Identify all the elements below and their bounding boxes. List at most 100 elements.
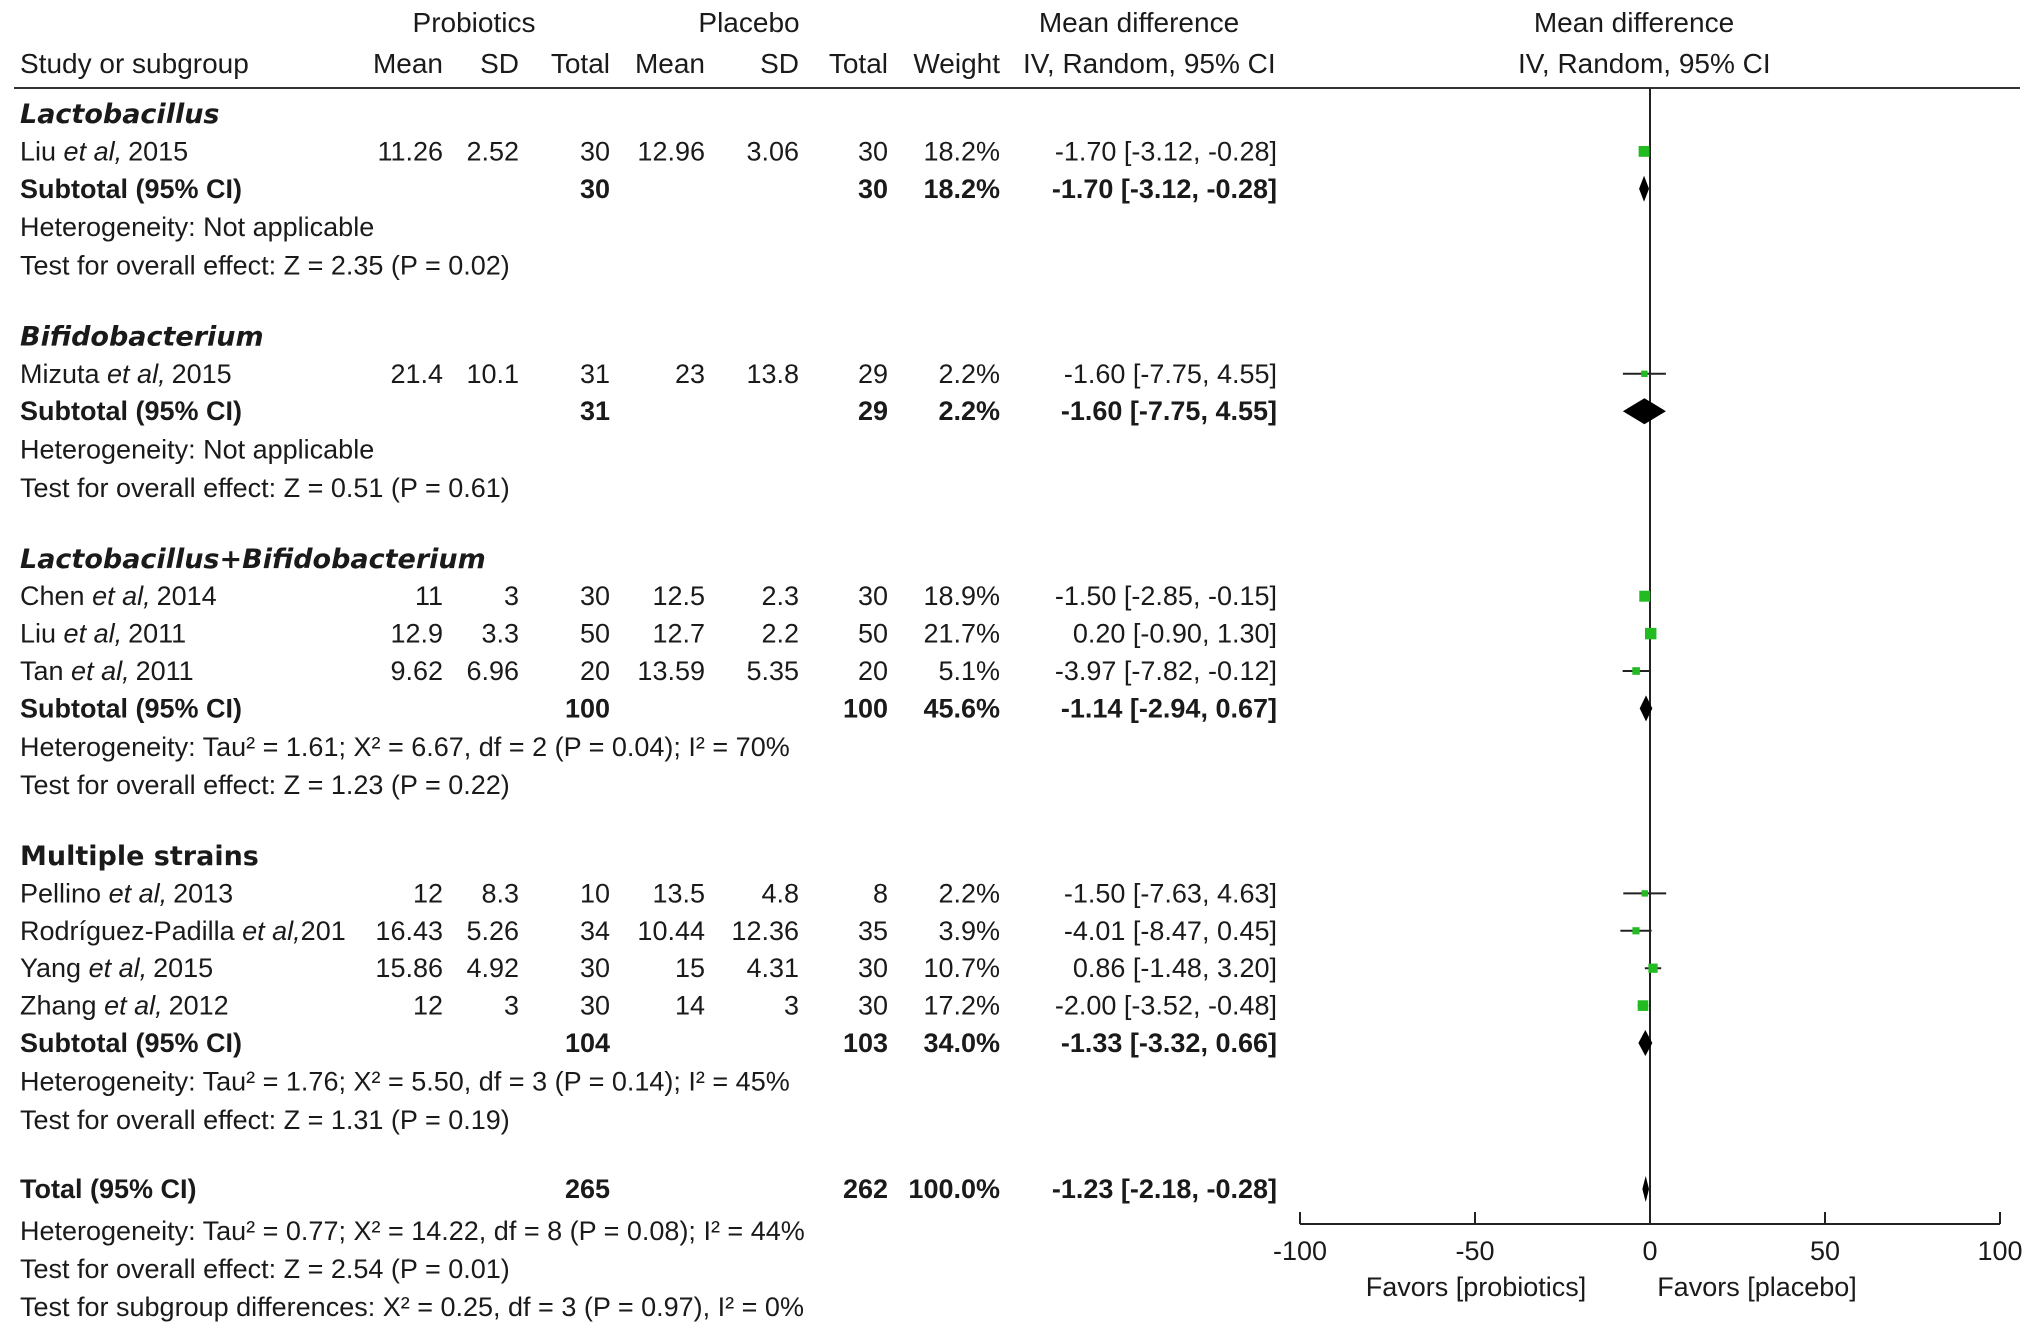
cell-total2: 29 [858, 359, 888, 389]
study-label: Mizuta et al, 2015 [20, 359, 232, 389]
study-label: Tan et al, 2011 [20, 656, 194, 686]
total-label: Total (95% CI) [20, 1174, 197, 1204]
cell-sd1: 8.3 [481, 878, 519, 908]
subgroup-differences: Test for subgroup differences: Χ² = 0.25… [20, 1292, 804, 1322]
header-mean1: Mean [373, 48, 443, 79]
cell-total2: 35 [858, 916, 888, 946]
cell-total1: 50 [580, 619, 610, 649]
total-weight: 100.0% [908, 1174, 1000, 1204]
favors-right-label: Favors [placebo] [1657, 1272, 1857, 1302]
study-etal: et al, [242, 916, 301, 946]
heterogeneity-text: Heterogeneity: Tau² = 1.61; Χ² = 6.67, d… [20, 732, 790, 762]
study-marker [1638, 145, 1650, 157]
subtotal-total1: 30 [580, 174, 610, 204]
cell-total1: 30 [580, 991, 610, 1021]
subtotal-ci: -1.60 [-7.75, 4.55] [1061, 396, 1277, 426]
header-mean2: Mean [635, 48, 705, 79]
cell-mean2: 23 [675, 359, 705, 389]
subtotal-ci: -1.33 [-3.32, 0.66] [1061, 1028, 1277, 1058]
study-year: 2015 [153, 953, 213, 983]
study-etal: et al, [104, 991, 163, 1021]
subtotal-total1: 100 [565, 693, 610, 723]
subtotal-total2: 30 [858, 174, 888, 204]
header-probiotics: Probiotics [413, 7, 536, 38]
subtotal-weight: 34.0% [923, 1028, 1000, 1058]
x-tick-label: -100 [1273, 1236, 1327, 1266]
cell-total1: 30 [580, 581, 610, 611]
subtotal-total1: 31 [580, 396, 610, 426]
subtotal-ci: -1.70 [-3.12, -0.28] [1052, 174, 1277, 204]
total-total2: 262 [843, 1174, 888, 1204]
study-marker [1641, 890, 1648, 897]
cell-total2: 50 [858, 619, 888, 649]
overall-effect-text: Test for overall effect: Z = 1.23 (P = 0… [20, 770, 510, 800]
cell-total1: 10 [580, 878, 610, 908]
cell-sd1: 2.52 [466, 136, 519, 166]
favors-left-label: Favors [probiotics] [1366, 1272, 1587, 1302]
header-mean-difference-left: Mean difference [1039, 7, 1239, 38]
cell-total2: 30 [858, 581, 888, 611]
cell-total2: 30 [858, 953, 888, 983]
study-year: 201 [301, 916, 346, 946]
cell-sd2: 2.3 [761, 581, 799, 611]
summary-diamond [1642, 1176, 1650, 1202]
cell-sd2: 12.36 [731, 916, 799, 946]
study-marker [1648, 963, 1658, 973]
cell-sd1: 3.3 [481, 619, 519, 649]
heterogeneity-text: Heterogeneity: Not applicable [20, 212, 374, 242]
x-tick-label: 50 [1810, 1236, 1840, 1266]
subtotal-total1: 104 [565, 1028, 610, 1058]
subtotal-label: Subtotal (95% CI) [20, 174, 242, 204]
cell-mean1: 12 [413, 991, 443, 1021]
study-marker [1637, 1000, 1649, 1011]
subtotal-label: Subtotal (95% CI) [20, 693, 242, 723]
cell-total1: 30 [580, 953, 610, 983]
cell-mean1: 9.62 [390, 656, 443, 686]
study-etal: et al, [71, 656, 130, 686]
header-placebo: Placebo [698, 7, 799, 38]
study-marker [1644, 627, 1657, 640]
cell-sd2: 3 [784, 991, 799, 1021]
cell-sd1: 4.92 [466, 953, 519, 983]
study-author: Yang [20, 953, 89, 983]
study-year: 2015 [128, 136, 188, 166]
cell-sd2: 5.35 [746, 656, 799, 686]
total-overall-effect: Test for overall effect: Z = 2.54 (P = 0… [20, 1254, 510, 1284]
cell-total2: 20 [858, 656, 888, 686]
study-label: Chen et al, 2014 [20, 581, 217, 611]
cell-mean1: 21.4 [390, 359, 443, 389]
cell-ci: 0.20 [-0.90, 1.30] [1073, 619, 1277, 649]
cell-sd1: 5.26 [466, 916, 519, 946]
cell-total1: 20 [580, 656, 610, 686]
cell-ci: -3.97 [-7.82, -0.12] [1055, 656, 1277, 686]
group-title: Bifidobacterium [20, 321, 264, 352]
subtotal-label: Subtotal (95% CI) [20, 1028, 242, 1058]
cell-sd1: 3 [504, 581, 519, 611]
overall-effect-text: Test for overall effect: Z = 2.35 (P = 0… [20, 251, 510, 281]
study-year: 2013 [173, 878, 233, 908]
study-year: 2014 [157, 581, 217, 611]
cell-mean2: 13.5 [652, 878, 705, 908]
overall-effect-text: Test for overall effect: Z = 1.31 (P = 0… [20, 1105, 510, 1135]
group-title: Lactobacillus+Bifidobacterium [20, 544, 486, 575]
cell-mean1: 12.9 [390, 619, 443, 649]
cell-sd1: 6.96 [466, 656, 519, 686]
cell-total1: 31 [580, 359, 610, 389]
cell-sd2: 2.2 [761, 619, 799, 649]
cell-mean2: 15 [675, 953, 705, 983]
subtotal-ci: -1.14 [-2.94, 0.67] [1061, 693, 1277, 723]
header-sd1: SD [480, 48, 519, 79]
study-etal: et al, [109, 878, 168, 908]
cell-weight: 10.7% [923, 953, 1000, 983]
summary-diamond [1639, 695, 1653, 722]
cell-weight: 17.2% [923, 991, 1000, 1021]
study-year: 2011 [136, 656, 194, 686]
study-etal: et al, [64, 619, 123, 649]
cell-mean2: 13.59 [637, 656, 705, 686]
cell-weight: 2.2% [938, 359, 1000, 389]
study-etal: et al, [64, 136, 123, 166]
cell-ci: -1.50 [-7.63, 4.63] [1064, 878, 1277, 908]
study-year: 2012 [169, 991, 229, 1021]
